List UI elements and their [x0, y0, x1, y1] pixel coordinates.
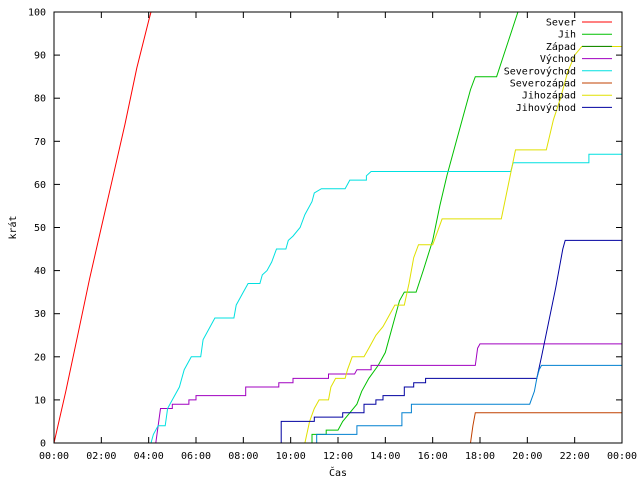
- y-tick-label: 90: [34, 51, 46, 62]
- y-tick-label: 80: [34, 94, 46, 105]
- series-line-5: [150, 153, 622, 443]
- series-line-7: [304, 46, 622, 443]
- x-tick-label: 14:00: [370, 451, 400, 462]
- y-tick-label: 100: [28, 8, 46, 19]
- legend-label: Severovýchod: [504, 65, 576, 77]
- x-tick-label: 16:00: [418, 451, 448, 462]
- ticks-layer: 0 10 20 30 40 50 60 70 80 90 100 00:00 02:00 04:00 06:…: [28, 8, 637, 463]
- y-axis-label: krát: [7, 215, 19, 239]
- legend-label: Jih: [558, 30, 576, 41]
- legend-label: Jihovýchod: [516, 102, 576, 114]
- x-tick-label: 10:00: [276, 451, 306, 462]
- x-tick-label: 06:00: [181, 451, 211, 462]
- x-tick-label: 04:00: [134, 451, 164, 462]
- legend-label: Východ: [540, 53, 576, 65]
- y-tick-label: 30: [34, 309, 46, 320]
- y-tick-label: 0: [40, 439, 46, 450]
- x-tick-label: 00:00: [607, 451, 637, 462]
- series-line-1: [54, 12, 152, 443]
- x-tick-label: 00:00: [39, 451, 69, 462]
- series-line-2: [311, 12, 519, 443]
- series-layer: [54, 12, 622, 443]
- series-line-6: [470, 412, 622, 443]
- legend-label: Jihozápad: [522, 90, 576, 102]
- y-tick-label: 20: [34, 352, 46, 363]
- x-tick-label: 18:00: [465, 451, 495, 462]
- x-tick-label: 12:00: [323, 451, 353, 462]
- x-tick-label: 22:00: [560, 451, 590, 462]
- legend-label: Severozápad: [510, 78, 576, 90]
- series-line-8: [280, 239, 622, 443]
- legend-label: Sever: [546, 18, 576, 29]
- x-tick-label: 08:00: [228, 451, 258, 462]
- x-tick-label: 02:00: [86, 451, 116, 462]
- x-axis-label: Čas: [329, 466, 347, 479]
- y-tick-label: 10: [34, 395, 46, 406]
- legend-label: Západ: [546, 41, 576, 53]
- y-tick-label: 70: [34, 137, 46, 148]
- y-tick-label: 60: [34, 180, 46, 191]
- x-tick-label: 20:00: [512, 451, 542, 462]
- y-tick-label: 50: [34, 223, 46, 234]
- y-tick-label: 40: [34, 266, 46, 277]
- legend: SeverJihZápadVýchodSeverovýchodSeverozáp…: [504, 18, 612, 114]
- series-line-9: [316, 364, 622, 443]
- series-line-4: [155, 343, 622, 443]
